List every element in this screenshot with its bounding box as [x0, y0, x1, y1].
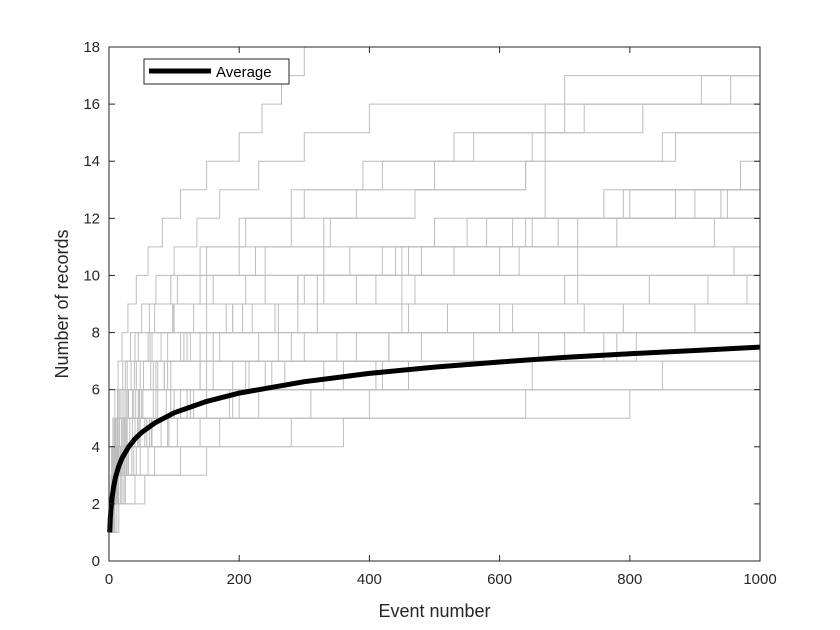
x-tick-label: 600: [487, 571, 512, 588]
trajectory-lines: [109, 46, 760, 533]
y-tick-label: 0: [92, 553, 100, 570]
trajectory-line-20: [109, 103, 760, 533]
y-axis-label: Number of records: [52, 229, 72, 378]
trajectory-line-17: [109, 389, 760, 533]
y-tick-label: 16: [83, 96, 100, 113]
x-tick-label: 200: [227, 571, 252, 588]
x-tick-label: 1000: [743, 571, 776, 588]
y-axis-ticks: 0 2 4 6 8 10 12 14 16 18: [83, 39, 760, 570]
y-tick-label: 10: [83, 267, 100, 284]
x-tick-label: 400: [357, 571, 382, 588]
y-tick-label: 6: [92, 382, 100, 399]
x-axis-label: Event number: [378, 601, 490, 621]
y-tick-label: 18: [83, 39, 100, 56]
trajectory-line-26: [109, 389, 760, 533]
trajectory-line-32: [109, 75, 760, 533]
y-tick-label: 14: [83, 153, 100, 170]
x-axis-ticks: 0 200 400 600 800 1000: [105, 47, 777, 588]
legend: Average: [143, 58, 290, 85]
trajectory-line-34: [109, 217, 760, 533]
average-line-group: [107, 344, 761, 533]
y-tick-label: 4: [92, 439, 100, 456]
x-tick-label: 800: [617, 571, 642, 588]
x-tick-label: 0: [105, 571, 113, 588]
y-tick-label: 8: [92, 325, 100, 342]
average-line: [107, 344, 761, 533]
y-tick-label: 12: [83, 210, 100, 227]
y-tick-label: 2: [92, 496, 100, 513]
trajectory-line-7: [109, 46, 760, 533]
axes-box: [108, 46, 761, 562]
trajectory-line-36: [109, 189, 760, 533]
legend-average-label: Average: [216, 64, 272, 81]
